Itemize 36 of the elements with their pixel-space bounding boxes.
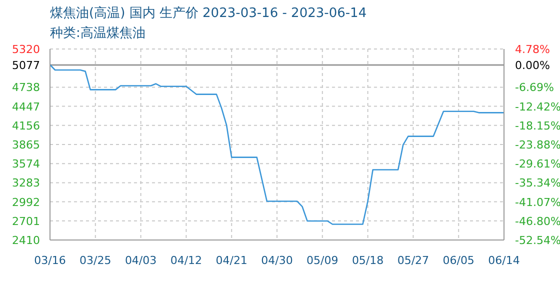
x-tick-label: 05/18 — [352, 254, 384, 267]
y-tick-label: 3865 — [12, 138, 40, 152]
y-tick-label: 4156 — [12, 119, 40, 132]
y2-tick-label: 4.78% — [515, 43, 550, 56]
y2-tick-label: -29.61% — [515, 158, 560, 171]
y-tick-label: 3574 — [12, 158, 40, 171]
y-tick-label: 5077 — [12, 58, 40, 72]
y-tick-label: 3283 — [12, 176, 40, 190]
y2-tick-label: -41.07% — [515, 196, 560, 209]
chart-subtitle: 种类:高温煤焦油 — [50, 25, 146, 42]
line-series — [50, 64, 504, 225]
x-tick-label: 04/03 — [124, 254, 157, 267]
y-tick-label: 2410 — [12, 234, 40, 247]
x-tick-label: 06/05 — [442, 254, 474, 267]
y2-tick-label: -23.88% — [515, 138, 560, 152]
y-tick-label: 5320 — [12, 43, 40, 56]
x-tick-label: 04/21 — [216, 254, 248, 267]
x-tick-label: 04/12 — [170, 254, 202, 267]
chart-title: 煤焦油(高温) 国内 生产价 2023-03-16 - 2023-06-14 — [50, 5, 367, 22]
y2-tick-label: -6.69% — [515, 81, 554, 94]
y2-tick-label: -35.34% — [515, 176, 560, 190]
y-tick-label: 2992 — [12, 196, 40, 209]
y2-tick-label: -46.80% — [515, 214, 560, 228]
x-tick-label: 04/30 — [261, 254, 293, 267]
x-tick-label: 05/09 — [306, 254, 338, 267]
y-tick-label: 2701 — [12, 214, 40, 228]
x-tick-label: 05/27 — [397, 254, 430, 267]
x-tick-label: 03/16 — [34, 254, 66, 267]
y2-tick-label: -12.42% — [515, 100, 560, 114]
x-tick-label: 06/14 — [488, 254, 520, 267]
y-tick-label: 4738 — [12, 81, 40, 94]
y-tick-label: 4447 — [12, 100, 40, 114]
y2-tick-label: 0.00% — [515, 58, 550, 72]
y2-tick-label: -52.54% — [515, 234, 560, 247]
x-tick-label: 03/25 — [80, 254, 112, 267]
y2-tick-label: -18.15% — [515, 119, 560, 132]
